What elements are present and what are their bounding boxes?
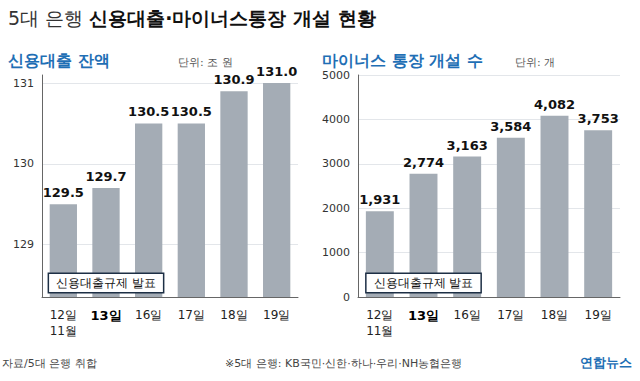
svg-text:18일: 18일 [220, 308, 247, 322]
svg-text:17일: 17일 [178, 308, 205, 322]
svg-text:130.9: 130.9 [213, 72, 254, 87]
svg-text:130.5: 130.5 [171, 104, 212, 119]
svg-text:5대 은행: 5대 은행 [8, 7, 89, 29]
svg-text:16일: 16일 [135, 308, 162, 322]
svg-text:130: 130 [13, 157, 34, 170]
svg-text:1,931: 1,931 [359, 192, 400, 207]
svg-text:3,163: 3,163 [447, 138, 488, 153]
svg-text:신용대출·마이너스통장 개설 현황: 신용대출·마이너스통장 개설 현황 [89, 7, 375, 29]
svg-text:129: 129 [13, 238, 34, 251]
svg-text:11월: 11월 [50, 324, 77, 338]
svg-text:130.5: 130.5 [128, 104, 169, 119]
svg-text:마이너스 통장 개설 수: 마이너스 통장 개설 수 [322, 51, 483, 70]
svg-text:12일: 12일 [366, 308, 393, 322]
svg-text:※5대 은행: KB국민·신한·하나·우리·NH농협은행: ※5대 은행: KB국민·신한·하나·우리·NH농협은행 [225, 357, 462, 370]
svg-text:131.0: 131.0 [256, 64, 297, 79]
svg-text:신용대출규제 발표: 신용대출규제 발표 [374, 276, 474, 290]
svg-text:단위: 개: 단위: 개 [515, 56, 555, 69]
svg-text:1000: 1000 [322, 246, 350, 259]
svg-text:19일: 19일 [263, 308, 290, 322]
svg-text:2000: 2000 [322, 202, 350, 215]
svg-text:17일: 17일 [497, 308, 524, 322]
svg-text:3000: 3000 [322, 157, 350, 170]
svg-text:3,753: 3,753 [578, 111, 619, 126]
svg-text:4000: 4000 [322, 113, 350, 126]
svg-text:131: 131 [13, 77, 34, 90]
svg-text:18일: 18일 [541, 308, 568, 322]
svg-text:2,774: 2,774 [403, 155, 444, 170]
svg-text:13일: 13일 [90, 308, 121, 323]
svg-text:129.7: 129.7 [85, 169, 126, 184]
svg-text:자료/5대 은행 취합: 자료/5대 은행 취합 [2, 357, 97, 370]
svg-text:5000: 5000 [322, 69, 350, 82]
svg-text:단위: 조 원: 단위: 조 원 [178, 56, 233, 69]
svg-text:3,584: 3,584 [490, 119, 531, 134]
svg-text:19일: 19일 [585, 308, 612, 322]
svg-text:4,082: 4,082 [534, 97, 575, 112]
svg-text:연합뉴스: 연합뉴스 [580, 355, 632, 370]
svg-text:12일: 12일 [50, 308, 77, 322]
svg-text:신용대출 잔액: 신용대출 잔액 [8, 51, 110, 70]
svg-text:16일: 16일 [454, 308, 481, 322]
svg-text:0: 0 [343, 291, 350, 304]
svg-text:신용대출규제 발표: 신용대출규제 발표 [56, 276, 156, 290]
svg-text:129.5: 129.5 [43, 185, 84, 200]
svg-text:11월: 11월 [366, 324, 393, 338]
svg-text:13일: 13일 [408, 308, 439, 323]
